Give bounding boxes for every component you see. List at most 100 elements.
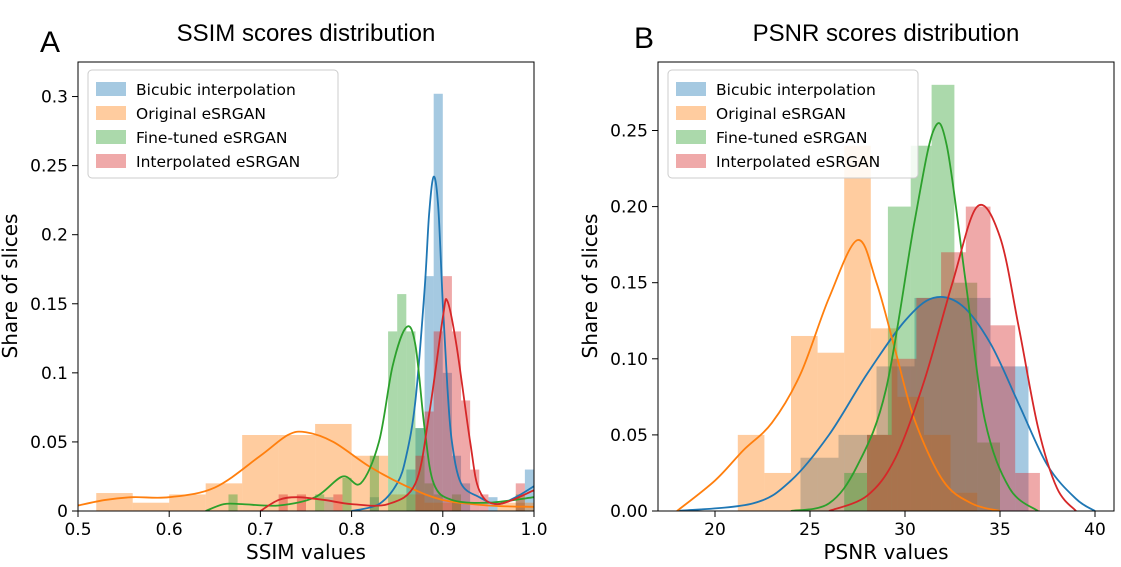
- hist-bar: [451, 331, 462, 511]
- x-tick-label: 40: [1084, 520, 1106, 540]
- hist-bar: [897, 396, 924, 511]
- x-tick-label: 0.6: [156, 520, 183, 540]
- x-tick-label: 0.9: [429, 520, 456, 540]
- hist-bar: [461, 400, 471, 511]
- legend-label: Original eSRGAN: [716, 105, 846, 123]
- legend-swatch: [96, 82, 126, 96]
- plot-area-b: [676, 84, 1096, 511]
- hist-bar: [442, 372, 452, 511]
- hist-bar: [424, 502, 462, 511]
- hist-bar: [950, 492, 978, 511]
- x-tick-label: 25: [799, 520, 821, 540]
- kde-line: [78, 430, 534, 508]
- hist-bar: [515, 494, 525, 511]
- hist-bar: [916, 297, 942, 511]
- hist-bar: [424, 483, 434, 511]
- hist-bar: [315, 423, 352, 511]
- kde-line: [259, 298, 534, 511]
- hist-bar: [910, 145, 932, 511]
- hist-bar: [954, 282, 978, 511]
- hist-bar: [791, 335, 818, 511]
- legend-a: Bicubic interpolation Original eSRGAN Fine…: [87, 69, 339, 179]
- hist-bar: [228, 494, 238, 511]
- chart-b-title: PSNR scores distribution: [752, 20, 1020, 47]
- hist-bar: [132, 502, 170, 511]
- hist-bar: [965, 206, 991, 511]
- hist-bar: [941, 252, 966, 511]
- x-tick-label: 0.7: [247, 520, 274, 540]
- hist-bar: [324, 497, 334, 511]
- hist-bar: [451, 455, 462, 511]
- kde-line: [205, 325, 534, 511]
- x-tick-label: 0.5: [64, 520, 91, 540]
- legend-box: [667, 69, 919, 179]
- x-tick-label: 35: [989, 520, 1011, 540]
- hist-bar: [415, 455, 425, 511]
- chart-a-xlabel: SSIM values: [246, 540, 366, 564]
- hist-bar: [169, 494, 206, 511]
- hist-bar: [424, 276, 434, 511]
- hist-bar: [242, 435, 279, 511]
- legend-swatch: [96, 106, 126, 120]
- x-tick-label: 20: [704, 520, 726, 540]
- y-tick-label: 0.15: [610, 274, 648, 294]
- legend-label: Original eSRGAN: [136, 105, 266, 123]
- legend-swatch: [96, 130, 126, 144]
- y-tick-label: 0.00: [610, 502, 648, 522]
- y-tick-label: 0.10: [610, 350, 648, 370]
- hist-bar: [838, 434, 877, 511]
- y-tick-label: 0: [57, 502, 68, 522]
- legend-swatch: [676, 154, 706, 168]
- plot-frame-b: [657, 61, 1115, 512]
- chart-b-xlabel: PSNR values: [823, 540, 949, 564]
- hist-bar: [388, 494, 425, 511]
- hist-bar: [342, 477, 352, 511]
- hist-bar: [470, 469, 480, 511]
- hist-bar: [315, 494, 325, 511]
- hist-bar: [278, 494, 288, 511]
- x-tick-label: 30: [894, 520, 916, 540]
- y-tick-label: 0.15: [30, 295, 68, 315]
- hist-bar: [369, 497, 379, 511]
- hist-bar: [96, 493, 133, 511]
- y-tick-label: 0.2: [41, 226, 68, 246]
- hist-bar: [433, 93, 443, 511]
- legend-swatch: [676, 130, 706, 144]
- y-tick-label: 0.25: [30, 157, 68, 177]
- x-tick-label: 0.8: [338, 520, 365, 540]
- legend-swatch: [676, 106, 706, 120]
- hist-bar: [369, 455, 379, 511]
- x-tick-label: 1.0: [520, 520, 547, 540]
- y-tick-label: 0.25: [610, 121, 648, 141]
- plot-frame-a: [77, 61, 535, 512]
- legend-swatch: [96, 154, 126, 168]
- legend-label: Fine-tuned eSRGAN: [136, 129, 287, 147]
- hist-bar: [876, 366, 915, 511]
- kde-line: [351, 175, 534, 511]
- legend-label: Bicubic interpolation: [136, 81, 296, 99]
- y-tick-label: 0.3: [41, 88, 68, 108]
- hist-bar: [844, 472, 867, 511]
- chart-a-title: SSIM scores distribution: [176, 20, 436, 47]
- legend-label: Interpolated eSRGAN: [716, 153, 880, 171]
- hist-bar: [867, 434, 892, 511]
- hist-bar: [406, 331, 416, 511]
- legend-label: Interpolated eSRGAN: [136, 153, 300, 171]
- hist-bar: [388, 331, 398, 511]
- hist-bar: [524, 469, 534, 511]
- hist-bar: [844, 145, 871, 511]
- hist-bar: [914, 297, 953, 511]
- y-tick-label: 0.05: [30, 433, 68, 453]
- kde-line: [676, 239, 1001, 511]
- panel-b-letter: B: [634, 22, 655, 55]
- hist-bar: [990, 325, 1016, 511]
- legend-box: [87, 69, 339, 179]
- hist-bar: [433, 331, 443, 511]
- legend-label: Bicubic interpolation: [716, 81, 876, 99]
- legend-label: Fine-tuned eSRGAN: [716, 129, 867, 147]
- hist-bar: [461, 483, 471, 511]
- hist-bar: [977, 442, 1000, 511]
- kde-line: [790, 122, 1039, 511]
- legend-swatch: [676, 82, 706, 96]
